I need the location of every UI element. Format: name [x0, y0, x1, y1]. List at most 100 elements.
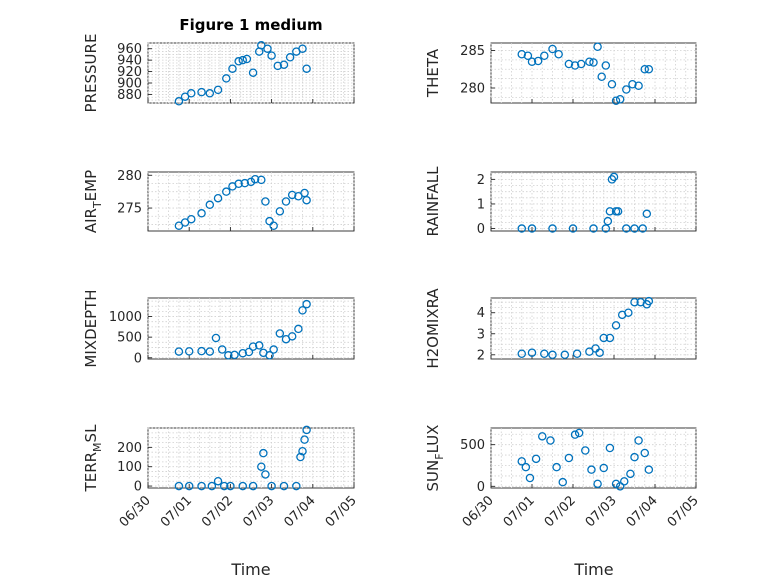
data-point — [611, 96, 621, 106]
data-point — [603, 216, 613, 226]
y-axis-label-mixdepth: MIXDEPTH — [82, 289, 100, 367]
data-point — [174, 97, 184, 106]
data-point — [298, 446, 307, 456]
y-tick-label: 880 — [117, 88, 142, 103]
data-point — [540, 349, 549, 358]
data-point — [213, 476, 223, 486]
y-tick-label: 2 — [477, 348, 485, 363]
data-point — [248, 342, 258, 351]
data-point — [605, 443, 615, 453]
data-point — [607, 175, 617, 184]
data-point — [244, 347, 254, 357]
data-point — [184, 481, 194, 491]
data-point — [611, 321, 621, 330]
y-tick-label: 2 — [477, 173, 485, 188]
y-tick-label: 900 — [117, 77, 142, 92]
data-point — [634, 436, 643, 445]
y-tick-label: 940 — [117, 54, 142, 69]
data-point — [564, 453, 574, 463]
data-point — [540, 51, 549, 61]
y-tick-label: 285 — [460, 44, 485, 59]
data-point — [634, 81, 643, 91]
data-point — [234, 57, 243, 66]
data-point — [609, 172, 619, 182]
data-point — [622, 224, 631, 233]
data-point — [564, 59, 574, 69]
y-tick-label: 0 — [134, 480, 142, 495]
data-point — [269, 221, 278, 231]
data-point — [275, 329, 285, 338]
data-point — [570, 430, 580, 439]
data-point — [261, 470, 270, 479]
x-axis-label-left: Time — [230, 560, 270, 579]
data-point — [560, 350, 570, 360]
panel-theta: 280 285 THETA — [424, 42, 697, 106]
data-point — [302, 195, 311, 205]
data-point — [238, 481, 248, 491]
plot-area-pressure — [147, 42, 355, 104]
data-point — [521, 462, 531, 472]
data-point — [302, 64, 311, 73]
x-tick-label: 07/03 — [240, 493, 277, 530]
y-axis-label-pressure: PRESSURE — [82, 34, 100, 113]
y-tick-label: 280 — [117, 169, 142, 184]
data-point — [197, 481, 206, 491]
data-point — [275, 207, 285, 216]
data-point — [257, 175, 266, 185]
data-point — [630, 452, 639, 462]
data-point — [630, 297, 639, 307]
data-point — [294, 324, 303, 334]
data-point — [642, 209, 652, 219]
data-point — [257, 462, 266, 471]
data-point — [292, 481, 301, 491]
x-tick-label: 06/30 — [460, 493, 497, 530]
data-point — [248, 68, 258, 77]
data-point — [624, 308, 633, 317]
data-point — [254, 341, 264, 350]
y-tick-label: 4 — [477, 306, 485, 321]
data-point — [644, 465, 654, 474]
panel-h2omixra: 2 3 4 H2OMIXRA — [424, 288, 697, 369]
plot-area-theta — [490, 42, 697, 104]
data-point — [615, 482, 625, 491]
data-point — [581, 446, 590, 455]
data-point — [263, 44, 272, 53]
data-point — [517, 349, 527, 358]
data-point — [568, 224, 578, 233]
data-point — [546, 436, 555, 445]
x-axis-label-right: Time — [573, 560, 613, 579]
data-point — [597, 72, 606, 82]
data-point — [279, 481, 289, 491]
data-point — [269, 345, 278, 354]
x-tick-label: 07/03 — [583, 493, 620, 530]
data-point — [187, 214, 196, 224]
data-point — [298, 44, 307, 53]
panel-terr-msl: 0 100 200 06/30 07/01 07/02 07/03 07/04 07/05 TER… — [82, 424, 360, 530]
y-axis-label-theta: THETA — [424, 48, 442, 98]
y-axis-label-rainfall: RAINFALL — [424, 166, 442, 237]
y-tick-label: 1000 — [109, 310, 142, 325]
data-point — [250, 174, 260, 184]
x-tick-label: 07/04 — [624, 493, 661, 530]
y-axis-label-air-temp: AIRTEMP — [82, 170, 104, 233]
x-tick-label: 07/01 — [158, 493, 195, 530]
data-point — [248, 481, 258, 491]
data-point — [517, 457, 527, 466]
data-point — [640, 448, 650, 458]
data-point — [599, 463, 609, 473]
data-point — [576, 59, 586, 69]
data-point — [587, 465, 596, 474]
data-point — [267, 481, 276, 491]
data-point — [548, 224, 557, 233]
data-point — [548, 44, 557, 54]
data-point — [601, 61, 611, 70]
y-tick-label: 0 — [134, 351, 142, 366]
data-point — [593, 42, 602, 52]
data-point — [219, 481, 229, 491]
data-point — [296, 452, 305, 462]
data-point — [230, 350, 239, 360]
data-point — [531, 454, 541, 464]
data-point — [644, 296, 654, 306]
data-point — [205, 200, 215, 210]
